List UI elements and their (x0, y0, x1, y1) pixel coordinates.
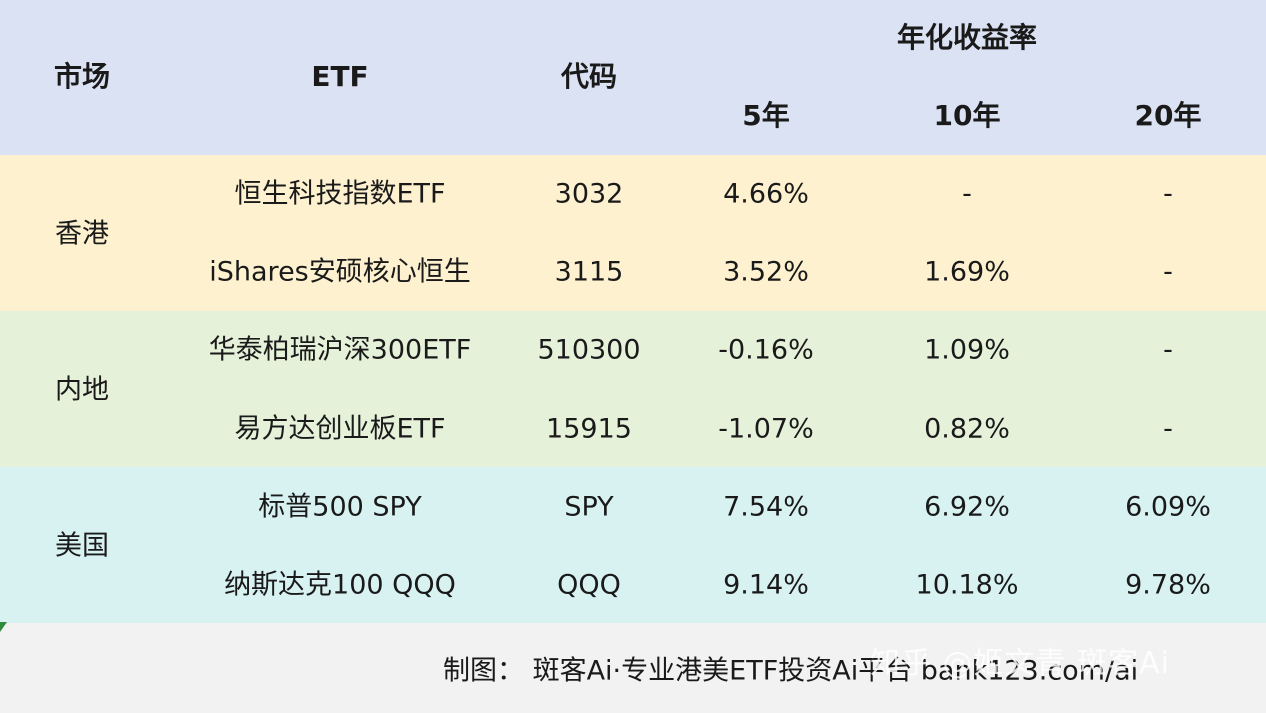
corner-accent (0, 622, 7, 632)
group-band-hk (0, 155, 1266, 311)
header-market: 市场 (53, 60, 111, 93)
return-10y: 0.82% (924, 413, 1010, 445)
header-annualized: 年化收益率 (896, 21, 1038, 54)
return-10y: 10.18% (915, 569, 1019, 601)
etf-code: 3032 (554, 178, 624, 210)
etf-name: 恒生科技指数ETF (234, 178, 446, 210)
etf-name: 易方达创业板ETF (234, 413, 446, 445)
return-20y: - (1163, 413, 1173, 445)
footer-credit: 制图： 斑客Ai·专业港美ETF投资Ai平台 bank123.com/ai (443, 655, 1139, 687)
group-band-us (0, 467, 1266, 623)
return-20y: 6.09% (1125, 491, 1211, 523)
return-20y: 9.78% (1125, 569, 1211, 601)
return-5y: 9.14% (723, 569, 809, 601)
return-5y: 4.66% (723, 178, 809, 210)
return-5y: 3.52% (723, 256, 809, 288)
etf-code: 3115 (554, 256, 624, 288)
header-20y: 20年 (1134, 99, 1202, 132)
return-5y: -1.07% (718, 413, 814, 445)
return-20y: - (1163, 334, 1173, 366)
header-etf: ETF (311, 60, 369, 93)
etf-code: 510300 (537, 334, 641, 366)
market-label-us: 美国 (55, 530, 109, 562)
return-10y: - (962, 178, 972, 210)
etf-name: 标普500 SPY (258, 491, 422, 523)
etf-code: SPY (564, 491, 614, 523)
return-10y: 1.69% (924, 256, 1010, 288)
group-band-cn (0, 311, 1266, 467)
watermark: 知乎 @姬文青 斑客Ai (870, 646, 1170, 681)
etf-name: 华泰柏瑞沪深300ETF (208, 334, 472, 366)
header-10y: 10年 (933, 99, 1001, 132)
return-20y: - (1163, 256, 1173, 288)
table-header (0, 0, 1266, 155)
return-10y: 1.09% (924, 334, 1010, 366)
etf-code: 15915 (546, 413, 632, 445)
etf-name: 纳斯达克100 QQQ (224, 569, 456, 601)
return-5y: 7.54% (723, 491, 809, 523)
return-20y: - (1163, 178, 1173, 210)
header-code: 代码 (560, 60, 618, 93)
market-label-hk: 香港 (55, 218, 109, 250)
return-5y: -0.16% (718, 334, 814, 366)
etf-name: iShares安硕核心恒生 (209, 256, 471, 288)
etf-code: QQQ (557, 569, 621, 601)
market-label-cn: 内地 (55, 374, 109, 406)
return-10y: 6.92% (924, 491, 1010, 523)
header-5y: 5年 (742, 99, 790, 132)
